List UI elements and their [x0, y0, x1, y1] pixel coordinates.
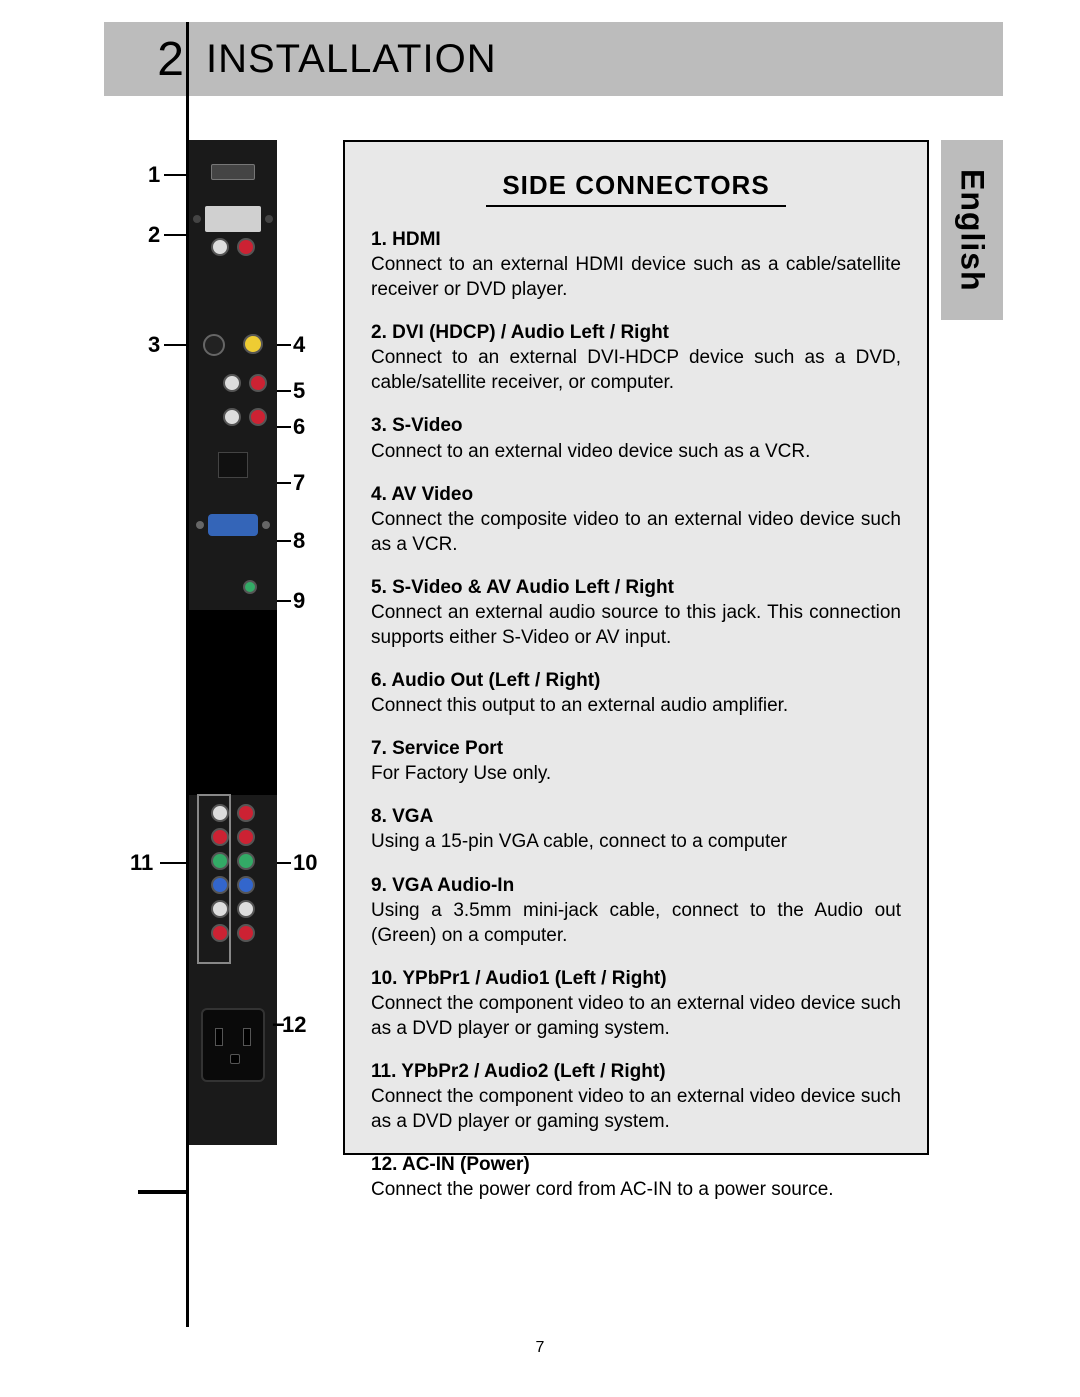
callout-10: 10 — [293, 850, 317, 876]
legend-item-head: 11. YPbPr2 / Audio2 (Left / Right) — [371, 1061, 666, 1082]
callout-4: 4 — [293, 332, 305, 358]
legend-item-desc: Connect the component video to an extern… — [371, 1084, 901, 1134]
callout-8: 8 — [293, 528, 305, 554]
legend-item-desc: Connect to an external HDMI device such … — [371, 252, 901, 302]
legend-underline — [486, 205, 786, 207]
legend-item: 12. AC-IN (Power)Connect the power cord … — [371, 1152, 901, 1202]
legend-item-head: 6. Audio Out (Left / Right) — [371, 670, 600, 691]
leader — [277, 540, 291, 542]
callout-12: 12 — [282, 1012, 306, 1038]
legend-item: 2. DVI (HDCP) / Audio Left / RightConnec… — [371, 320, 901, 395]
legend-item-head: 4. AV Video — [371, 484, 473, 505]
legend-item-head: 2. DVI (HDCP) / Audio Left / Right — [371, 322, 669, 343]
audio-out-icon — [189, 404, 277, 426]
leader — [277, 426, 291, 428]
legend-item: 7. Service PortFor Factory Use only. — [371, 736, 901, 786]
vertical-rule-foot — [138, 1190, 186, 1194]
legend-item-desc: Connect this output to an external audio… — [371, 693, 901, 718]
callout-3: 3 — [148, 332, 160, 358]
chapter-header: 2 INSTALLATION — [104, 22, 1003, 96]
chapter-number: 2 — [132, 32, 184, 87]
language-tab: English — [941, 140, 1003, 320]
legend-item-head: 3. S-Video — [371, 415, 463, 436]
legend-item-head: 5. S-Video & AV Audio Left / Right — [371, 577, 674, 598]
leader — [164, 234, 189, 236]
callout-1: 1 — [148, 162, 160, 188]
legend-item-head: 12. AC-IN (Power) — [371, 1154, 530, 1175]
legend-item: 3. S-Video Connect to an external video d… — [371, 413, 901, 463]
legend-item: 10. YPbPr1 / Audio1 (Left / Right)Connec… — [371, 966, 901, 1041]
page-number: 7 — [0, 1339, 1080, 1357]
legend-title: SIDE CONNECTORS — [371, 170, 901, 201]
panel-gap — [189, 610, 277, 795]
leader — [277, 862, 291, 864]
legend-item-desc: Connect the composite video to an extern… — [371, 507, 901, 557]
legend-item: 11. YPbPr2 / Audio2 (Left / Right)Connec… — [371, 1059, 901, 1134]
legend-item-head: 8. VGA — [371, 806, 433, 827]
leader — [164, 174, 189, 176]
legend-item: 8. VGAUsing a 15-pin VGA cable, connect … — [371, 804, 901, 854]
callout-11: 11 — [130, 850, 153, 876]
legend-item-desc: Using a 3.5mm mini-jack cable, connect t… — [371, 898, 901, 948]
legend-item: 9. VGA Audio-InUsing a 3.5mm mini-jack c… — [371, 873, 901, 948]
leader — [160, 862, 189, 864]
legend-item: 6. Audio Out (Left / Right)Connect this … — [371, 668, 901, 718]
callout-9: 9 — [293, 588, 305, 614]
leader — [164, 344, 189, 346]
legend-item: 5. S-Video & AV Audio Left / RightConnec… — [371, 575, 901, 650]
legend-item-desc: Connect to an external video device such… — [371, 439, 901, 464]
hdmi-port-icon — [189, 158, 277, 188]
legend-item-desc: Connect an external audio source to this… — [371, 600, 901, 650]
legend-item-desc: Connect the component video to an extern… — [371, 991, 901, 1041]
legend-item-head: 1. HDMI — [371, 229, 441, 250]
svideo-port-icon — [189, 330, 277, 366]
sv-av-audio-icon — [189, 370, 277, 392]
language-label: English — [954, 169, 991, 292]
legend-item-desc: For Factory Use only. — [371, 761, 901, 786]
connector-panel-illustration — [189, 140, 277, 1145]
legend-item-head: 7. Service Port — [371, 738, 503, 759]
leader — [277, 600, 291, 602]
ac-in-port-icon — [189, 990, 277, 1110]
leader — [277, 390, 291, 392]
legend-item: 1. HDMIConnect to an external HDMI devic… — [371, 227, 901, 302]
service-port-icon — [189, 450, 277, 484]
callout-2: 2 — [148, 222, 160, 248]
legend-box: SIDE CONNECTORS 1. HDMIConnect to an ext… — [343, 140, 929, 1155]
legend-item-desc: Using a 15-pin VGA cable, connect to a c… — [371, 829, 901, 854]
callout-5: 5 — [293, 378, 305, 404]
callout-12-dash: − — [272, 1012, 285, 1038]
legend-item: 4. AV VideoConnect the composite video t… — [371, 482, 901, 557]
legend-item-head: 10. YPbPr1 / Audio1 (Left / Right) — [371, 968, 667, 989]
legend-item-head: 9. VGA Audio-In — [371, 875, 514, 896]
vga-port-icon — [189, 508, 277, 558]
legend-item-desc: Connect the power cord from AC-IN to a p… — [371, 1177, 901, 1202]
callout-6: 6 — [293, 414, 305, 440]
leader — [277, 344, 291, 346]
av-video-jack-icon — [243, 334, 263, 354]
chapter-title: INSTALLATION — [206, 37, 497, 82]
dvi-port-icon — [189, 200, 277, 260]
legend-item-desc: Connect to an external DVI-HDCP device s… — [371, 345, 901, 395]
leader — [277, 482, 291, 484]
ypbpr-ports-icon — [189, 798, 277, 942]
callout-7: 7 — [293, 470, 305, 496]
page: 2 INSTALLATION English — [0, 0, 1080, 1397]
vga-audio-jack-icon — [189, 576, 277, 602]
